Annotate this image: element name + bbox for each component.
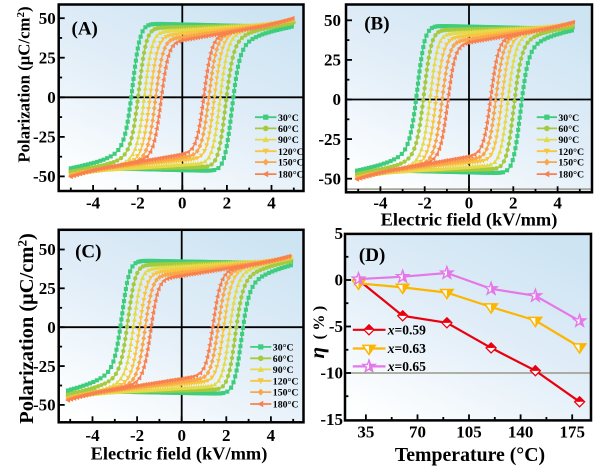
svg-text:(D): (D): [359, 245, 385, 266]
svg-text:-5: -5: [329, 317, 343, 336]
svg-text:η (%): η (%): [305, 302, 329, 358]
svg-text:0: 0: [47, 88, 56, 107]
svg-text:150°C: 150°C: [558, 158, 584, 169]
svg-text:2: 2: [509, 193, 518, 212]
svg-text:30°C: 30°C: [273, 343, 294, 354]
svg-text:30°C: 30°C: [558, 113, 579, 124]
svg-text:25: 25: [324, 51, 341, 70]
svg-text:70: 70: [409, 422, 426, 441]
svg-text:180°C: 180°C: [273, 400, 299, 411]
svg-text:Electric field (kV/mm): Electric field (kV/mm): [381, 209, 558, 230]
svg-text:x=0.65: x=0.65: [387, 359, 426, 374]
svg-text:-2: -2: [130, 426, 144, 445]
svg-text:-4: -4: [85, 426, 100, 445]
svg-text:(C): (C): [75, 242, 101, 263]
svg-text:-2: -2: [418, 193, 432, 212]
svg-text:25: 25: [39, 48, 56, 67]
svg-text:120°C: 120°C: [273, 376, 299, 387]
svg-text:180°C: 180°C: [278, 170, 304, 181]
svg-text:4: 4: [267, 426, 276, 445]
svg-text:-50: -50: [33, 396, 56, 415]
svg-text:0: 0: [47, 318, 56, 337]
svg-text:0: 0: [335, 271, 344, 290]
svg-text:Polarization (μC/cm2): Polarization (μC/cm2): [15, 6, 34, 162]
svg-text:120°C: 120°C: [558, 147, 584, 158]
svg-text:Electric field (kV/mm): Electric field (kV/mm): [91, 444, 268, 465]
svg-text:150°C: 150°C: [278, 158, 304, 169]
svg-text:-4: -4: [373, 193, 388, 212]
svg-text:x=0.59: x=0.59: [387, 323, 426, 338]
svg-text:0: 0: [178, 194, 187, 213]
svg-text:60°C: 60°C: [278, 124, 299, 135]
svg-text:35: 35: [357, 422, 374, 441]
svg-text:90°C: 90°C: [558, 135, 579, 146]
svg-text:0: 0: [333, 90, 342, 109]
svg-text:Polarization (μC/cm2): Polarization (μC/cm2): [15, 233, 39, 424]
svg-text:25: 25: [39, 279, 56, 298]
svg-text:-25: -25: [318, 130, 341, 149]
svg-text:Temperature (°C): Temperature (°C): [395, 444, 545, 466]
svg-text:-4: -4: [86, 194, 101, 213]
svg-text:-50: -50: [33, 167, 56, 186]
svg-text:2: 2: [222, 426, 231, 445]
svg-text:4: 4: [267, 194, 276, 213]
svg-text:-2: -2: [131, 194, 145, 213]
svg-text:140: 140: [508, 422, 534, 441]
svg-text:-15: -15: [320, 410, 343, 429]
svg-text:180°C: 180°C: [558, 170, 584, 181]
svg-text:50: 50: [39, 9, 56, 28]
svg-text:60°C: 60°C: [558, 124, 579, 135]
svg-text:60°C: 60°C: [273, 354, 294, 365]
svg-text:50: 50: [324, 11, 341, 30]
svg-text:50: 50: [39, 240, 56, 259]
svg-text:105: 105: [456, 422, 482, 441]
svg-text:-50: -50: [318, 169, 341, 188]
svg-text:175: 175: [559, 422, 585, 441]
svg-text:x=0.63: x=0.63: [387, 341, 426, 356]
svg-text:90°C: 90°C: [278, 135, 299, 146]
svg-text:90°C: 90°C: [273, 365, 294, 376]
svg-text:30°C: 30°C: [278, 113, 299, 124]
svg-text:-10: -10: [320, 364, 343, 383]
svg-text:-25: -25: [33, 357, 56, 376]
svg-text:0: 0: [177, 426, 186, 445]
svg-text:150°C: 150°C: [273, 388, 299, 399]
svg-text:2: 2: [223, 194, 232, 213]
svg-text:(B): (B): [364, 13, 389, 34]
svg-text:4: 4: [553, 193, 562, 212]
svg-text:(A): (A): [72, 19, 98, 40]
svg-text:0: 0: [465, 193, 474, 212]
svg-text:5: 5: [335, 224, 344, 243]
svg-text:120°C: 120°C: [278, 147, 304, 158]
svg-text:-25: -25: [33, 128, 56, 147]
